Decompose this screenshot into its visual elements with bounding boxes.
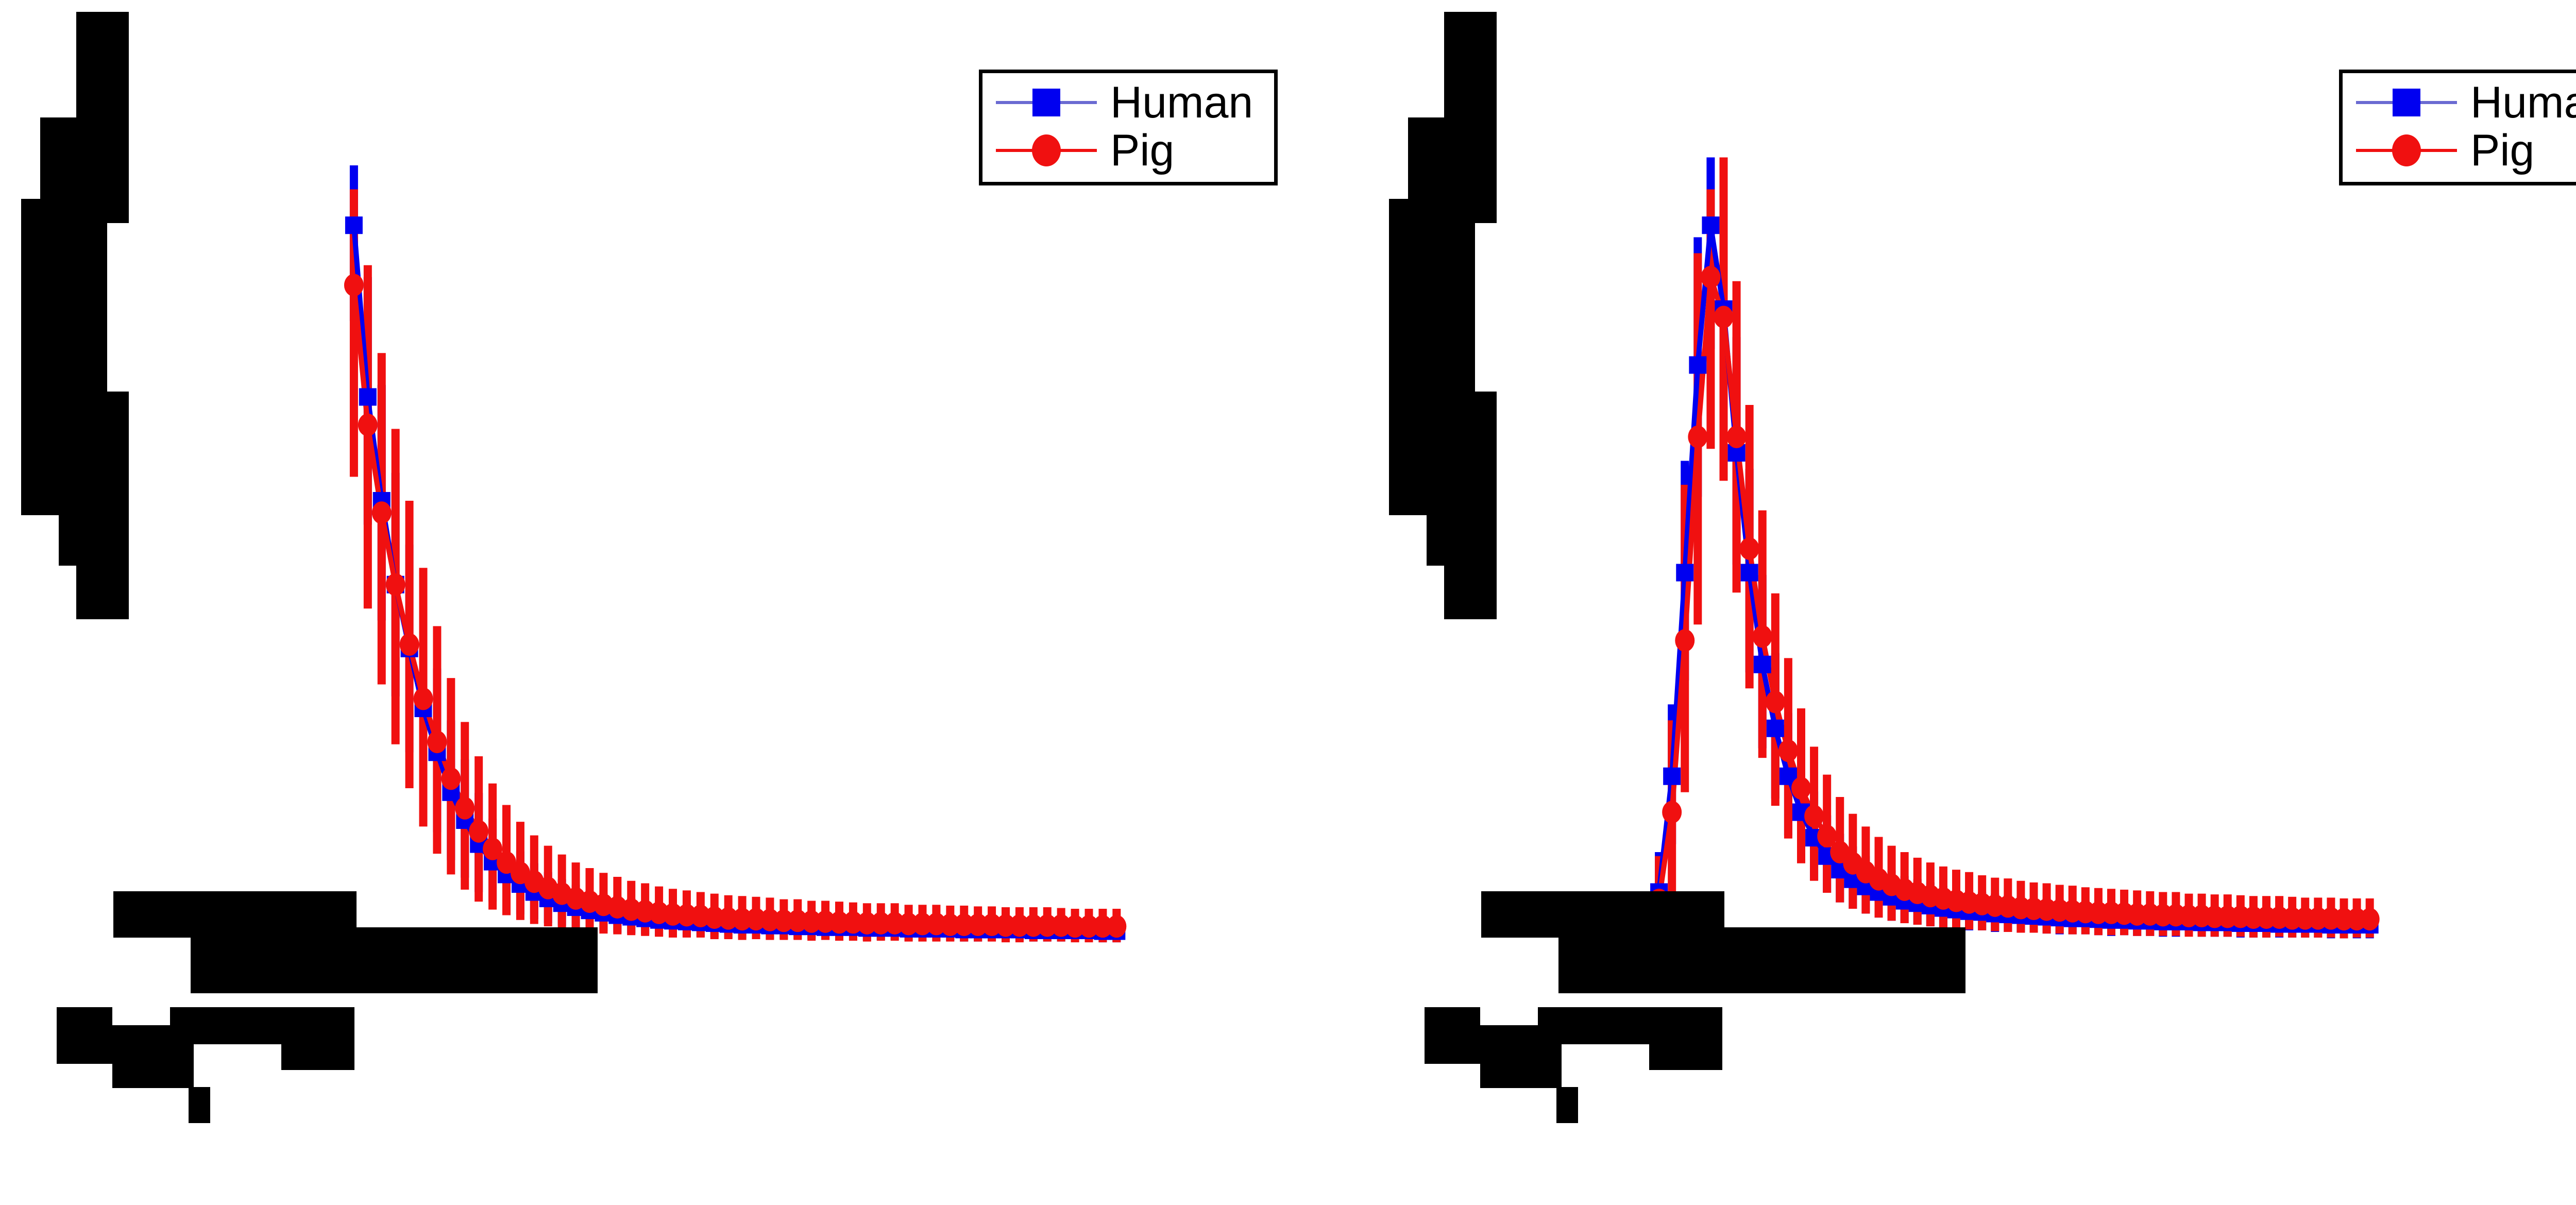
ytick-label-2-redaction xyxy=(76,12,129,223)
legend-label-pig: Pig xyxy=(2470,126,2535,176)
xlabel-redaction xyxy=(1556,1087,1578,1123)
legend-sample-human xyxy=(996,87,1097,118)
xtick-label-1-redaction xyxy=(57,1007,112,1064)
legend-square-marker-icon xyxy=(2393,88,2420,116)
legend-sample-pig xyxy=(996,134,1097,167)
legend-left: Human Pig xyxy=(979,70,1278,185)
legend-circle-marker-icon xyxy=(2392,134,2421,167)
legend-entry-pig[interactable]: Pig xyxy=(996,127,1261,175)
ytick-label-5-redaction xyxy=(1389,444,1428,515)
xlabel-redaction xyxy=(189,1087,210,1123)
ytick-label-5-redaction xyxy=(21,444,60,515)
legend-right: Human Pig xyxy=(2339,70,2576,185)
series-markers-pig xyxy=(344,274,1127,938)
legend-label-human: Human xyxy=(1110,77,1253,127)
legend-entry-human[interactable]: Human xyxy=(2356,78,2576,127)
legend-entry-pig[interactable]: Pig xyxy=(2356,127,2576,175)
xtick-label-5-redaction xyxy=(281,1007,354,1070)
xtick-label-1-redaction xyxy=(1425,1007,1480,1064)
legend-label-pig: Pig xyxy=(1110,126,1175,176)
plot-baseline-redaction xyxy=(191,927,598,993)
ytick-label-2-redaction xyxy=(1444,12,1497,223)
xtick-label-4-redaction xyxy=(1595,1007,1656,1044)
legend-entry-human[interactable]: Human xyxy=(996,78,1261,127)
errorbars-pig xyxy=(1655,157,2374,940)
xtick-label-4-redaction xyxy=(227,1007,289,1044)
legend-square-marker-icon xyxy=(1032,88,1060,116)
legend-circle-marker-icon xyxy=(1032,134,1061,167)
plot-baseline-redaction xyxy=(1558,927,1965,993)
axis-corner-redaction xyxy=(1444,527,1497,619)
legend-sample-pig xyxy=(2356,134,2457,167)
plot-area-left xyxy=(344,165,1127,943)
legend-sample-human xyxy=(2356,87,2457,118)
axis-corner-redaction xyxy=(76,527,129,619)
xtick-label-5-redaction xyxy=(1649,1007,1722,1070)
legend-label-human: Human xyxy=(2470,77,2576,127)
chart-panel-left: Human Pig xyxy=(21,12,1278,1123)
chart-panel-right: Human Pig xyxy=(1364,0,2576,1205)
